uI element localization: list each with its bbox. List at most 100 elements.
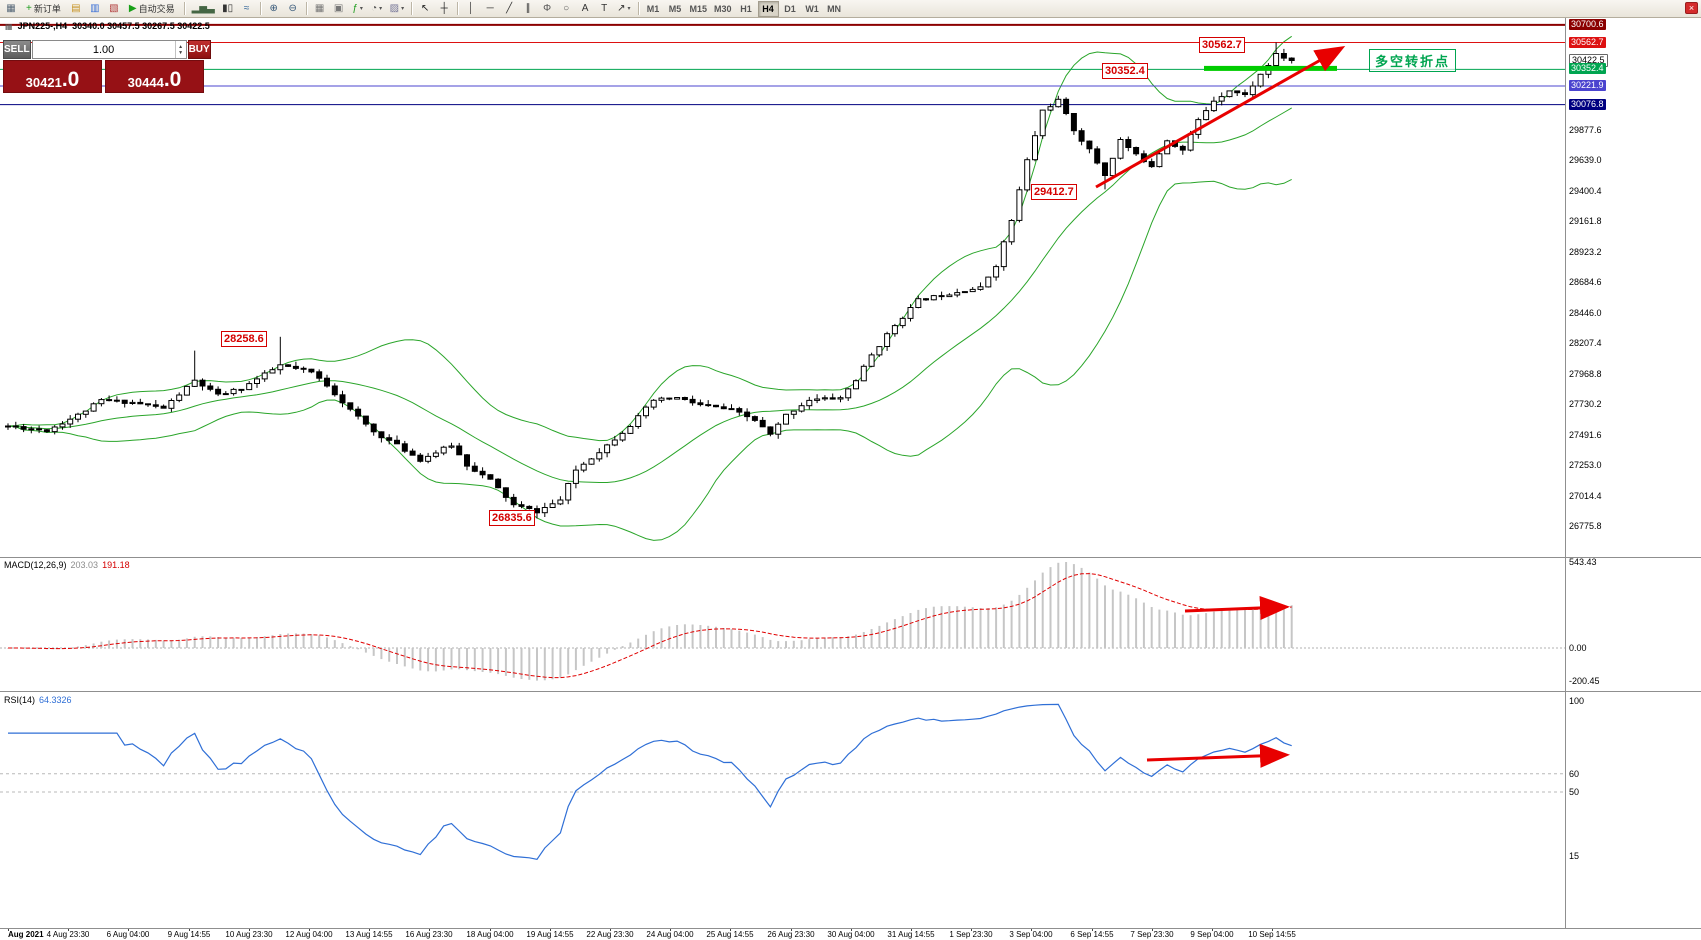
price-annotation-label[interactable]: 26835.6 [489,510,535,526]
candle[interactable] [479,470,486,476]
candle[interactable] [300,367,307,370]
candle[interactable] [837,397,844,400]
candle[interactable] [495,478,502,489]
rsi-panel[interactable] [0,692,1565,928]
candle[interactable] [1094,148,1101,164]
candle[interactable] [954,292,961,296]
support-highlight-bar[interactable] [1204,65,1337,71]
candle[interactable] [930,295,937,301]
candle[interactable] [137,401,144,405]
candle[interactable] [230,388,237,395]
volume-field[interactable]: ▲ ▼ [31,40,187,59]
timeframe-m5-button[interactable]: M5 [665,1,686,17]
candle[interactable] [969,288,976,293]
candle[interactable] [1078,130,1085,142]
candle[interactable] [59,423,66,428]
macd-panel-divider[interactable] [0,557,1701,558]
candle[interactable] [254,378,260,384]
candle[interactable] [5,425,11,428]
candle[interactable] [417,454,424,462]
market-watch-button[interactable]: ▤ [67,1,85,17]
candle[interactable] [207,385,214,390]
candle[interactable] [814,398,821,401]
label-button[interactable]: T [595,1,613,17]
candle[interactable] [619,432,626,441]
candle[interactable] [176,394,183,401]
candle[interactable] [790,410,797,415]
candle[interactable] [526,505,533,509]
candle[interactable] [650,399,657,408]
candle[interactable] [409,450,416,456]
candle[interactable] [316,371,323,379]
candle[interactable] [331,385,338,396]
timeframe-h1-button[interactable]: H1 [736,1,757,17]
candle[interactable] [829,397,836,400]
price-annotation-label[interactable]: 29412.7 [1031,184,1077,200]
candle[interactable] [20,426,27,430]
candle[interactable] [238,388,245,391]
candle[interactable] [113,399,120,402]
macd-trend-arrow[interactable] [1184,595,1290,620]
candle[interactable] [67,418,74,425]
candle[interactable] [191,379,198,387]
candle[interactable] [106,399,113,402]
timeframe-d1-button[interactable]: D1 [780,1,801,17]
candle[interactable] [456,445,463,456]
new-order-button[interactable]: + 新订单 [21,1,66,17]
candle[interactable] [1179,145,1186,151]
candle[interactable] [689,398,696,404]
candle[interactable] [277,364,284,371]
candle[interactable] [534,508,540,514]
candle[interactable] [541,507,548,514]
candle[interactable] [736,408,743,413]
timeframe-m1-button[interactable]: M1 [643,1,664,17]
volume-up-icon[interactable]: ▲ [178,43,184,50]
candle[interactable] [565,483,572,501]
candle[interactable] [1055,98,1062,108]
tile-windows-button[interactable]: ▦ [311,1,329,17]
candle[interactable] [261,372,268,380]
macd-signal-line[interactable] [8,573,1292,679]
candle[interactable] [1273,53,1280,66]
indicators-button[interactable]: ƒ ▾ [349,1,367,17]
candle[interactable] [1210,100,1217,112]
candle[interactable] [596,452,603,460]
candle[interactable] [90,403,97,412]
candle[interactable] [183,385,190,396]
candle[interactable] [1125,139,1132,148]
rsi-trend-arrow[interactable] [1146,743,1290,768]
price-chart-panel[interactable] [0,18,1565,557]
candle[interactable] [1249,85,1256,96]
candle[interactable] [1102,162,1108,176]
candle[interactable] [713,404,719,408]
bollinger-upper-band[interactable] [7,35,1292,442]
horizontal-line-button[interactable]: ─ [481,1,499,17]
candle[interactable] [285,364,292,367]
candle[interactable] [362,415,369,425]
candle[interactable] [152,404,159,407]
templates-button[interactable]: ▨ ▾ [387,1,407,17]
candle[interactable] [1063,98,1070,115]
candle[interactable] [518,504,525,507]
candle[interactable] [145,403,151,406]
candle[interactable] [627,426,634,434]
candle[interactable] [36,428,43,431]
candle[interactable] [860,365,867,382]
candle[interactable] [798,405,805,412]
candle[interactable] [1187,133,1194,151]
candle[interactable] [378,431,385,439]
candle[interactable] [1039,109,1046,137]
buy-price-button[interactable]: 30444.0 [105,60,204,93]
channel-button[interactable]: ∥ [519,1,537,17]
candle[interactable] [1086,140,1093,150]
navigator-button[interactable]: ▧ [105,1,123,17]
candle[interactable] [705,404,712,407]
buy-button[interactable]: BUY [187,40,211,59]
candle[interactable] [674,397,681,400]
candle[interactable] [269,369,276,374]
candle[interactable] [394,439,400,445]
candle[interactable] [549,503,556,508]
candle[interactable] [759,419,766,428]
candle[interactable] [1203,110,1210,121]
trendline-button[interactable]: ╱ [500,1,518,17]
